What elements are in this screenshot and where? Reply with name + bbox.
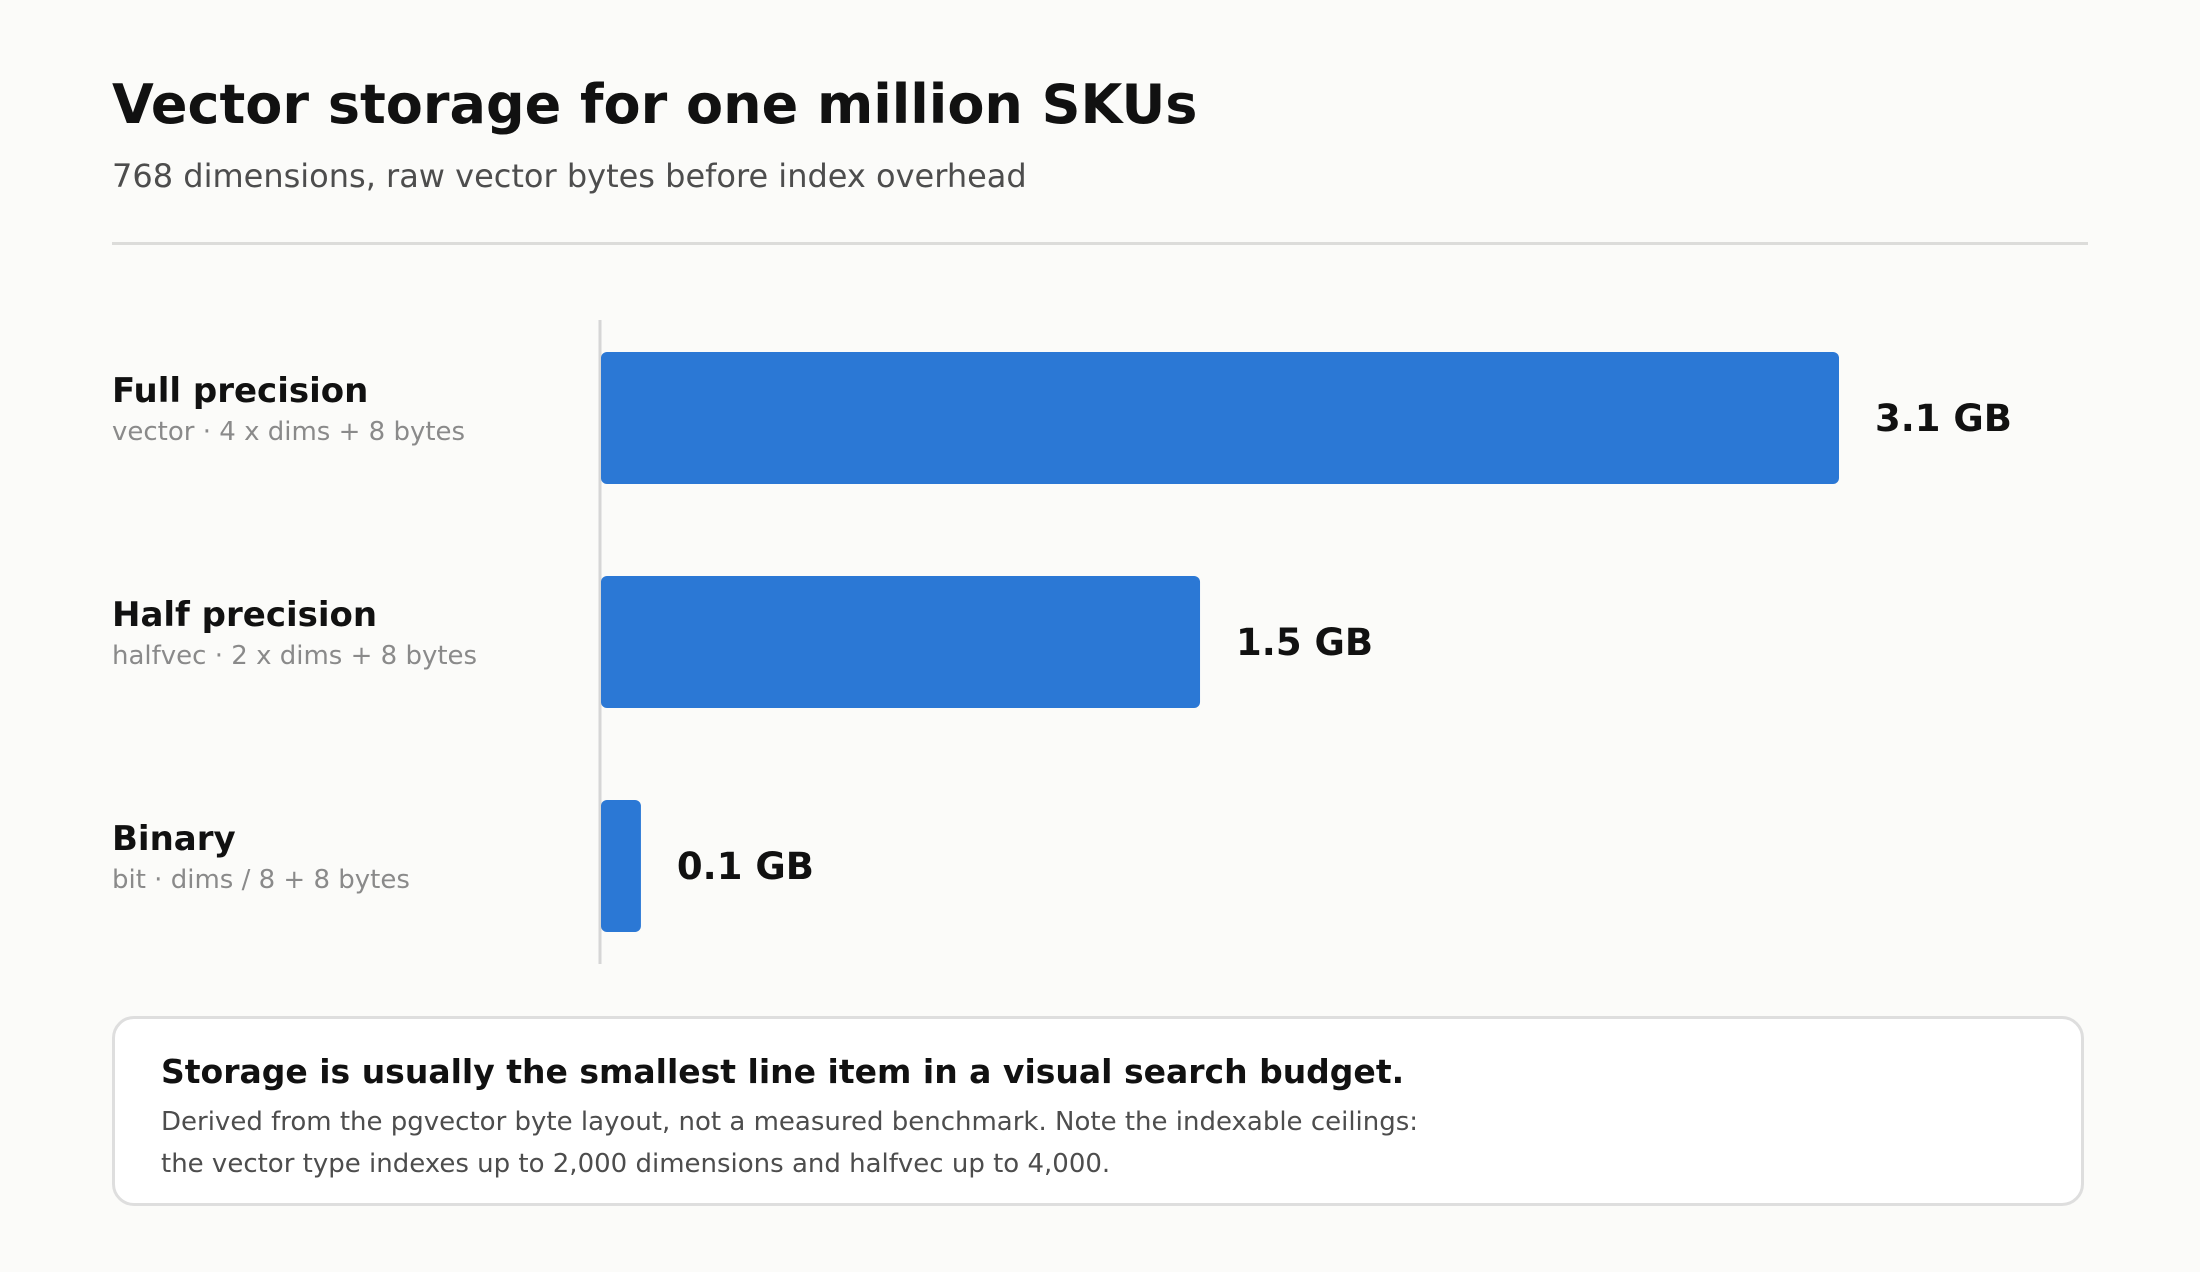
header-divider bbox=[112, 242, 2088, 245]
bar-half-precision bbox=[601, 576, 1201, 708]
note-heading: Storage is usually the smallest line ite… bbox=[161, 1052, 1405, 1091]
category-detail: halfvec · 2 x dims + 8 bytes bbox=[112, 641, 478, 671]
bar-chart: 3.1 GB 1.5 GB 0.1 GB bbox=[598, 320, 2012, 964]
bar-full-precision bbox=[601, 352, 1839, 484]
note-box: Storage is usually the smallest line ite… bbox=[112, 1016, 2084, 1206]
bar-value-label: 0.1 GB bbox=[677, 845, 814, 888]
category-label: Full precision bbox=[112, 371, 369, 411]
category-label: Binary bbox=[112, 819, 236, 859]
bar-value-label: 3.1 GB bbox=[1875, 397, 2012, 440]
page-subtitle: 768 dimensions, raw vector bytes before … bbox=[112, 157, 1027, 195]
bars-layer: 3.1 GB 1.5 GB 0.1 GB bbox=[598, 320, 2012, 964]
row-label-binary: Binary bit · dims / 8 + 8 bytes bbox=[112, 818, 572, 896]
row-label-full-precision: Full precision vector · 4 x dims + 8 byt… bbox=[112, 370, 572, 448]
note-text-line-2: the vector type indexes up to 2,000 dime… bbox=[161, 1149, 1111, 1179]
row-label-half-precision: Half precision halfvec · 2 x dims + 8 by… bbox=[112, 594, 572, 672]
category-label: Half precision bbox=[112, 595, 378, 635]
category-detail: bit · dims / 8 + 8 bytes bbox=[112, 865, 410, 895]
note-text-line-1: Derived from the pgvector byte layout, n… bbox=[161, 1107, 1419, 1137]
bar-binary bbox=[601, 800, 641, 932]
page-title: Vector storage for one million SKUs bbox=[112, 73, 1198, 136]
category-detail: vector · 4 x dims + 8 bytes bbox=[112, 417, 466, 447]
bar-value-label: 1.5 GB bbox=[1236, 621, 1373, 664]
